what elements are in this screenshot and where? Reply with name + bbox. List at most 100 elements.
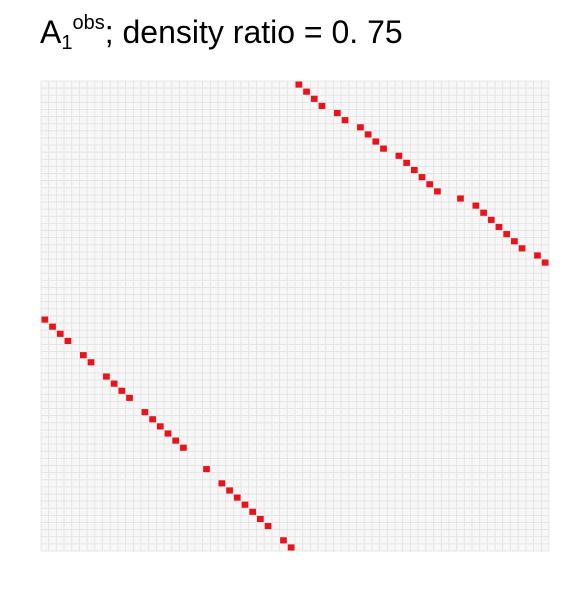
grid-cell: [348, 315, 357, 324]
grid-cell: [233, 436, 242, 445]
grid-cell: [517, 336, 527, 345]
grid-cell: [209, 272, 219, 281]
grid-cell: [494, 543, 504, 552]
grid-cell: [40, 436, 50, 445]
grid-cell: [448, 87, 458, 96]
grid-cell: [179, 500, 188, 509]
grid-cell: [217, 265, 227, 274]
grid-cell: [86, 493, 96, 502]
grid-cell: [479, 258, 488, 267]
grid-cell: [371, 158, 381, 167]
grid-cell: [240, 315, 250, 324]
grid-cell: [248, 301, 257, 310]
grid-cell: [217, 294, 227, 303]
grid-cell: [379, 415, 388, 424]
grid-cell: [433, 529, 442, 538]
grid-cell: [463, 116, 473, 125]
grid-cell: [402, 151, 411, 160]
grid-cell: [456, 301, 465, 310]
grid-cell: [433, 472, 442, 481]
grid-cell: [525, 465, 535, 474]
grid-cell: [487, 258, 496, 267]
grid-cell: [194, 244, 204, 253]
grid-cell: [217, 336, 227, 345]
grid-cell: [94, 272, 103, 281]
grid-cell: [386, 458, 396, 466]
grid-cell: [48, 344, 57, 353]
grid-cell: [279, 130, 288, 139]
grid-cell: [279, 500, 288, 509]
grid-cell: [448, 493, 458, 502]
grid-cell: [394, 315, 404, 324]
grid-cell: [140, 287, 150, 296]
grid-cell: [340, 429, 350, 438]
grid-cell: [456, 422, 465, 431]
grid-cell: [40, 401, 50, 409]
grid-cell: [317, 166, 327, 174]
grid-cell: [209, 265, 219, 274]
grid-cell: [517, 301, 527, 310]
grid-cell: [348, 365, 357, 374]
grid-cell: [463, 479, 473, 488]
grid-cell: [179, 522, 188, 531]
grid-cell: [140, 251, 150, 260]
grid-cell: [440, 265, 450, 274]
grid-cell: [132, 436, 142, 445]
grid-cell: [340, 329, 350, 338]
grid-cell: [48, 500, 57, 509]
grid-cell: [356, 358, 365, 367]
grid-cell: [340, 529, 350, 538]
grid-cell: [440, 230, 450, 239]
grid-cell: [333, 144, 342, 153]
grid-cell: [402, 486, 411, 495]
grid-cell: [333, 450, 342, 459]
grid-cell: [117, 223, 127, 231]
grid-cell: [71, 493, 80, 502]
grid-cell: [425, 507, 434, 516]
grid-cell: [48, 116, 57, 125]
grid-cell: [209, 408, 219, 417]
grid-cell: [94, 408, 103, 417]
grid-cell: [386, 379, 396, 388]
grid-cell: [410, 436, 419, 445]
grid-cell: [117, 322, 127, 331]
grid-cell: [171, 514, 180, 523]
grid-cell: [86, 443, 96, 452]
grid-cell: [194, 308, 204, 317]
grid-cell: [533, 351, 542, 360]
grid-cell: [410, 458, 419, 466]
grid-cell: [540, 201, 550, 210]
grid-cell: [517, 514, 527, 523]
grid-cell: [225, 472, 234, 481]
grid-cell: [479, 301, 488, 310]
grid-cell: [433, 223, 442, 231]
grid-cell: [371, 351, 381, 360]
grid-cell: [402, 279, 411, 288]
grid-cell: [148, 401, 157, 409]
grid-cell: [71, 194, 80, 203]
grid-cell: [540, 315, 550, 324]
grid-cell: [317, 315, 327, 324]
grid-cell: [540, 187, 550, 196]
grid-cell: [479, 287, 488, 296]
grid-cell: [248, 429, 257, 438]
grid-cell: [540, 486, 550, 495]
grid-cell: [186, 372, 196, 381]
grid-cell: [279, 137, 288, 146]
grid-cell: [240, 137, 250, 146]
grid-cell: [394, 230, 404, 239]
grid-cell: [517, 258, 527, 267]
grid-cell: [440, 166, 450, 174]
grid-cell: [356, 287, 365, 296]
grid-cell: [263, 543, 273, 552]
grid-cell: [417, 372, 427, 381]
grid-cell: [525, 443, 535, 452]
grid-cell: [256, 187, 265, 196]
grid-cell: [294, 543, 304, 552]
grid-cell: [348, 379, 357, 388]
grid-cell: [79, 287, 88, 296]
grid-cell: [179, 215, 188, 224]
grid-cell: [94, 315, 103, 324]
grid-cell: [379, 336, 388, 345]
grid-cell: [156, 123, 165, 132]
